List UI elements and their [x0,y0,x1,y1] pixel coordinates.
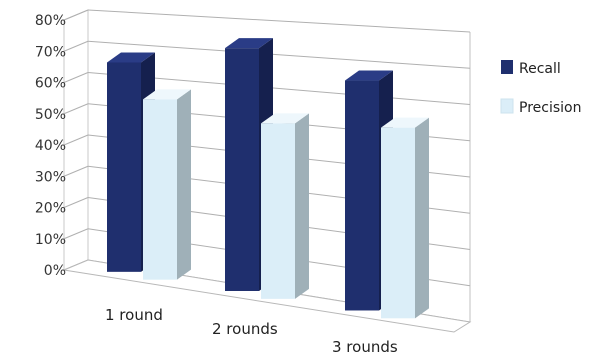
bar-side [177,89,191,280]
category-label: 3 rounds [332,338,398,356]
bar-top [345,70,393,81]
legend: Recall Precision [500,60,581,116]
bars [107,38,429,319]
bar-precision [261,123,295,299]
gridline-depth [63,9,89,21]
y-tick-label: 80% [35,13,66,29]
gridline-depth [63,103,89,115]
gridline [87,9,471,33]
y-tick-label: 20% [35,201,66,217]
gridline-depth [63,72,89,83]
y-tick-label: 10% [35,232,66,248]
legend-swatch [501,60,513,74]
y-tick-label: 70% [35,44,66,60]
bar-top [225,38,273,49]
gridline-depth [63,40,89,52]
gridline-depth [63,134,89,146]
bar-precision [143,99,177,280]
bar-recall [225,48,259,291]
bar-precision [381,127,415,319]
x-axis-categories: 1 round 2 rounds 3 rounds [105,306,398,356]
bar-side [295,113,309,299]
category-label: 1 round [105,306,163,324]
bar-side [415,117,429,319]
legend-label: Recall [519,61,561,77]
bar-recall [107,62,141,272]
gridline-depth [63,197,89,208]
bar-top [143,89,191,100]
legend-swatch [500,98,514,114]
y-tick-label: 40% [35,138,66,154]
bar-recall [345,80,379,311]
y-tick-label: 0% [44,263,66,279]
y-tick-label: 50% [35,107,66,123]
gridline [87,40,471,69]
y-tick-label: 30% [35,169,66,185]
y-tick-label: 60% [35,76,66,92]
bar-top [261,113,309,124]
bar-top [381,117,429,128]
category-label: 2 rounds [212,320,278,338]
gridline-depth [63,165,89,177]
gridline-depth [63,228,89,240]
y-axis-ticks: 0% 10% 20% 30% 40% 50% 60% 70% 80% [35,13,66,279]
legend-label: Precision [519,100,581,116]
bar-top [107,52,155,63]
